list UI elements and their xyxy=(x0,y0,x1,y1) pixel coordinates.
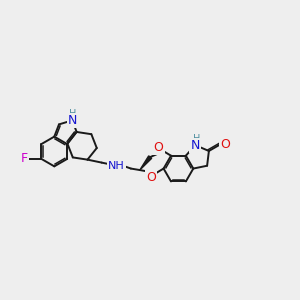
Text: N: N xyxy=(68,114,77,127)
Text: N: N xyxy=(190,139,200,152)
Text: H: H xyxy=(193,134,200,144)
Text: O: O xyxy=(220,138,230,151)
Polygon shape xyxy=(140,156,152,170)
Text: O: O xyxy=(154,141,164,154)
Text: O: O xyxy=(146,171,156,184)
Text: F: F xyxy=(21,152,28,165)
Text: H: H xyxy=(69,109,76,119)
Text: NH: NH xyxy=(108,160,124,171)
